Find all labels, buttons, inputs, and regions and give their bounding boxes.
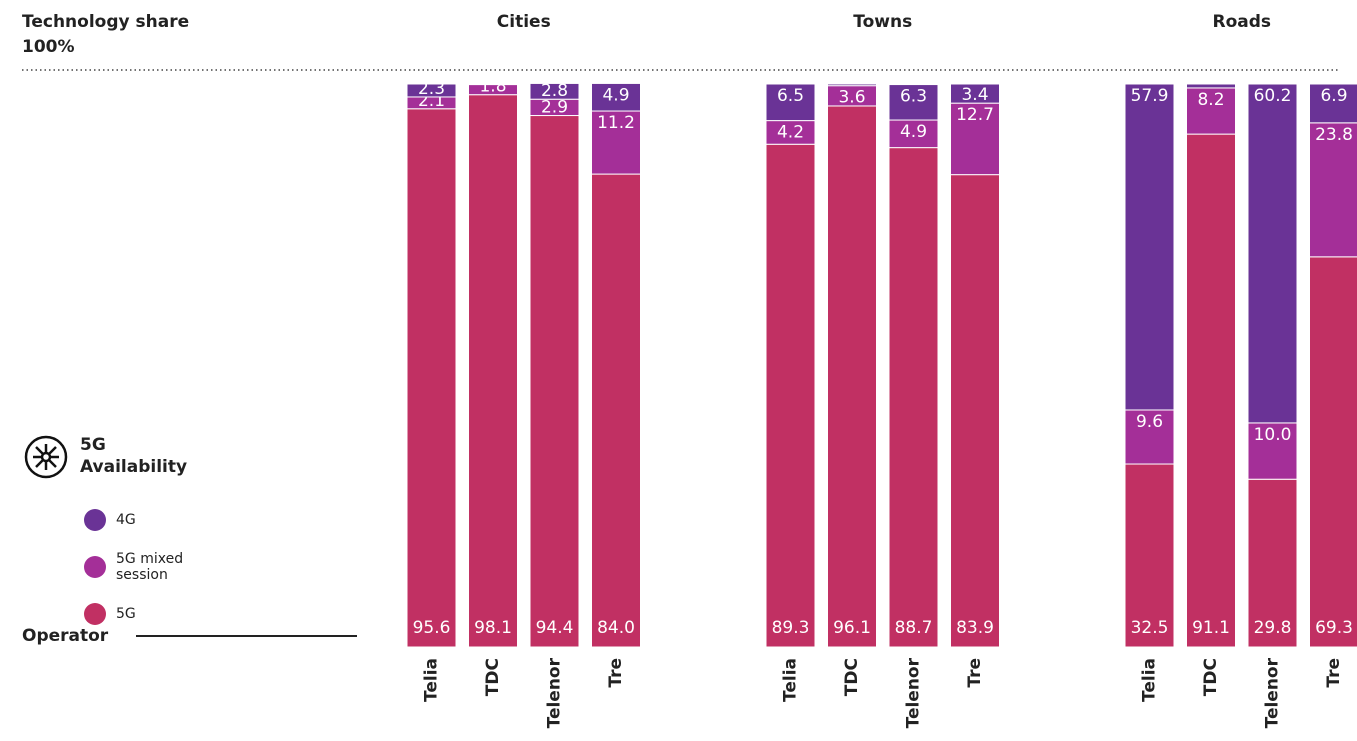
value-label: 2.3 bbox=[418, 79, 445, 99]
bar-segment bbox=[765, 83, 816, 122]
bar-segment bbox=[950, 102, 1000, 176]
x-axis-title: Operator bbox=[22, 626, 109, 646]
value-label: 8.2 bbox=[1197, 90, 1224, 110]
value-label: 57.9 bbox=[1131, 86, 1169, 106]
panel-title: Towns bbox=[853, 12, 912, 32]
bar-segment bbox=[827, 83, 877, 87]
value-label: 2.8 bbox=[541, 81, 568, 101]
value-label: 11.2 bbox=[597, 113, 635, 133]
bar-segment bbox=[591, 110, 641, 175]
bar-segment bbox=[468, 83, 518, 86]
bar-segment bbox=[1124, 83, 1175, 411]
value-label: 23.8 bbox=[1315, 125, 1353, 145]
value-label: 95.6 bbox=[413, 618, 451, 638]
bar-segment bbox=[1186, 83, 1236, 89]
bar-segment bbox=[1124, 463, 1175, 648]
bar-segment bbox=[827, 105, 877, 648]
bar-segment bbox=[950, 174, 1000, 648]
value-label: 4.9 bbox=[900, 122, 927, 142]
value-label: 1.8 bbox=[479, 77, 506, 97]
value-label: 3.6 bbox=[838, 88, 865, 108]
x-tick-label: Telia bbox=[1140, 658, 1160, 702]
x-tick-label: Tre bbox=[606, 658, 626, 688]
value-label: 29.8 bbox=[1254, 618, 1292, 638]
x-tick-label: Telia bbox=[781, 658, 801, 702]
x-tick-label: TDC bbox=[483, 658, 503, 696]
bar-segment bbox=[529, 82, 580, 100]
x-tick-label: Telenor bbox=[1263, 657, 1283, 728]
value-label: 6.3 bbox=[900, 87, 927, 107]
x-tick-label: TDC bbox=[842, 658, 862, 696]
x-tick-label: Telenor bbox=[545, 657, 565, 728]
value-label: 89.3 bbox=[772, 618, 810, 638]
value-label: 98.1 bbox=[474, 618, 512, 638]
bar-segment bbox=[1309, 122, 1357, 258]
legend-title: 5G Availability bbox=[80, 435, 188, 477]
value-label: 6.9 bbox=[1320, 86, 1347, 106]
legend-swatch bbox=[84, 603, 106, 625]
value-label: 88.7 bbox=[895, 618, 933, 638]
x-tick-label: Tre bbox=[965, 658, 985, 688]
value-label: 3.4 bbox=[961, 85, 988, 105]
bar-segment bbox=[529, 115, 580, 648]
value-label: 91.1 bbox=[1192, 618, 1230, 638]
bar-segment bbox=[888, 84, 939, 121]
bar-segment bbox=[1186, 87, 1236, 135]
bar-segment bbox=[1309, 256, 1357, 648]
bar-segment bbox=[1247, 422, 1298, 480]
x-tick-label: Telenor bbox=[904, 657, 924, 728]
legend-label: 5G bbox=[116, 606, 136, 622]
value-label: 83.9 bbox=[956, 618, 994, 638]
x-tick-label: Tre bbox=[1324, 658, 1344, 688]
value-label: 4.2 bbox=[777, 123, 804, 143]
panel-title: Cities bbox=[497, 12, 551, 32]
bar-segment bbox=[406, 108, 457, 648]
value-label: 9.6 bbox=[1136, 412, 1163, 432]
bar-segment bbox=[1309, 83, 1357, 124]
value-label: 10.0 bbox=[1254, 425, 1292, 445]
bar-segment bbox=[950, 83, 1000, 104]
legend-swatch bbox=[84, 509, 106, 531]
y-tick-label: 100% bbox=[22, 37, 75, 57]
value-label: 60.2 bbox=[1254, 86, 1292, 106]
value-label: 96.1 bbox=[833, 618, 871, 638]
bar-segment bbox=[888, 119, 939, 149]
bar-segment bbox=[591, 82, 641, 112]
value-label: 32.5 bbox=[1131, 618, 1169, 638]
value-label: 4.9 bbox=[602, 85, 629, 105]
value-label: 69.3 bbox=[1315, 618, 1353, 638]
bar-segment bbox=[1247, 83, 1298, 424]
legend-swatch bbox=[84, 556, 106, 578]
value-label: 2.9 bbox=[541, 98, 568, 118]
value-label: 6.5 bbox=[777, 86, 804, 106]
bar-segment bbox=[591, 173, 641, 648]
bar-segment bbox=[1186, 133, 1236, 648]
bar-segment bbox=[406, 83, 457, 98]
value-label: 12.7 bbox=[956, 105, 994, 125]
panel-title: Roads bbox=[1212, 12, 1271, 32]
bar-segment bbox=[468, 94, 518, 648]
bar-segment bbox=[765, 143, 816, 648]
x-tick-label: Telia bbox=[422, 658, 442, 702]
availability-icon bbox=[24, 435, 68, 479]
bar-segment bbox=[888, 147, 939, 648]
chart-title: Technology share bbox=[22, 12, 189, 32]
bar-segment bbox=[1247, 478, 1298, 648]
x-tick-label: TDC bbox=[1201, 658, 1221, 696]
value-label: 94.4 bbox=[536, 618, 574, 638]
legend-label: 5G mixed session bbox=[116, 551, 184, 583]
legend-label: 4G bbox=[116, 512, 136, 528]
value-label: 84.0 bbox=[597, 618, 635, 638]
